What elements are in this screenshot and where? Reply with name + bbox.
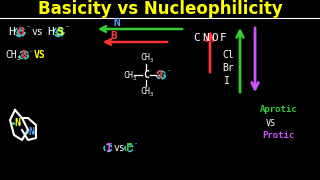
Text: B: B	[110, 31, 117, 41]
Text: Cl: Cl	[222, 50, 234, 60]
Text: N: N	[28, 127, 34, 137]
Text: 3: 3	[150, 58, 153, 64]
Text: VS: VS	[266, 118, 276, 127]
Text: -: -	[134, 140, 138, 146]
Text: C: C	[193, 33, 200, 43]
Text: H: H	[8, 27, 15, 37]
Text: O: O	[21, 50, 27, 60]
Text: 3: 3	[133, 75, 136, 80]
Text: H: H	[47, 27, 54, 37]
Text: I: I	[105, 143, 112, 153]
Text: F: F	[126, 143, 133, 153]
Text: -: -	[29, 48, 33, 54]
Text: CH: CH	[5, 50, 17, 60]
Text: S: S	[56, 27, 63, 37]
Text: VS: VS	[34, 50, 46, 60]
Text: Protic: Protic	[262, 132, 294, 141]
Text: Basicity vs Nucleophilicity: Basicity vs Nucleophilicity	[38, 0, 282, 18]
Text: N: N	[202, 33, 209, 43]
Text: CH: CH	[123, 71, 133, 80]
Text: 3: 3	[150, 91, 153, 96]
Text: CH: CH	[140, 87, 150, 96]
Text: N: N	[14, 118, 20, 128]
Text: O: O	[17, 27, 24, 37]
Text: O: O	[211, 33, 218, 43]
Text: vs: vs	[114, 143, 126, 153]
Text: Br: Br	[222, 63, 234, 73]
Text: -: -	[167, 67, 171, 73]
Text: -: -	[65, 22, 70, 32]
Text: C: C	[143, 70, 149, 80]
Text: -: -	[26, 22, 31, 32]
Text: vs: vs	[32, 27, 44, 37]
Text: F: F	[220, 33, 227, 43]
Text: I: I	[224, 76, 230, 86]
Text: CH: CH	[140, 53, 150, 62]
Text: 3: 3	[17, 55, 21, 60]
Text: N: N	[113, 18, 120, 28]
Text: O: O	[157, 70, 163, 80]
Text: Aprotic: Aprotic	[260, 105, 298, 114]
